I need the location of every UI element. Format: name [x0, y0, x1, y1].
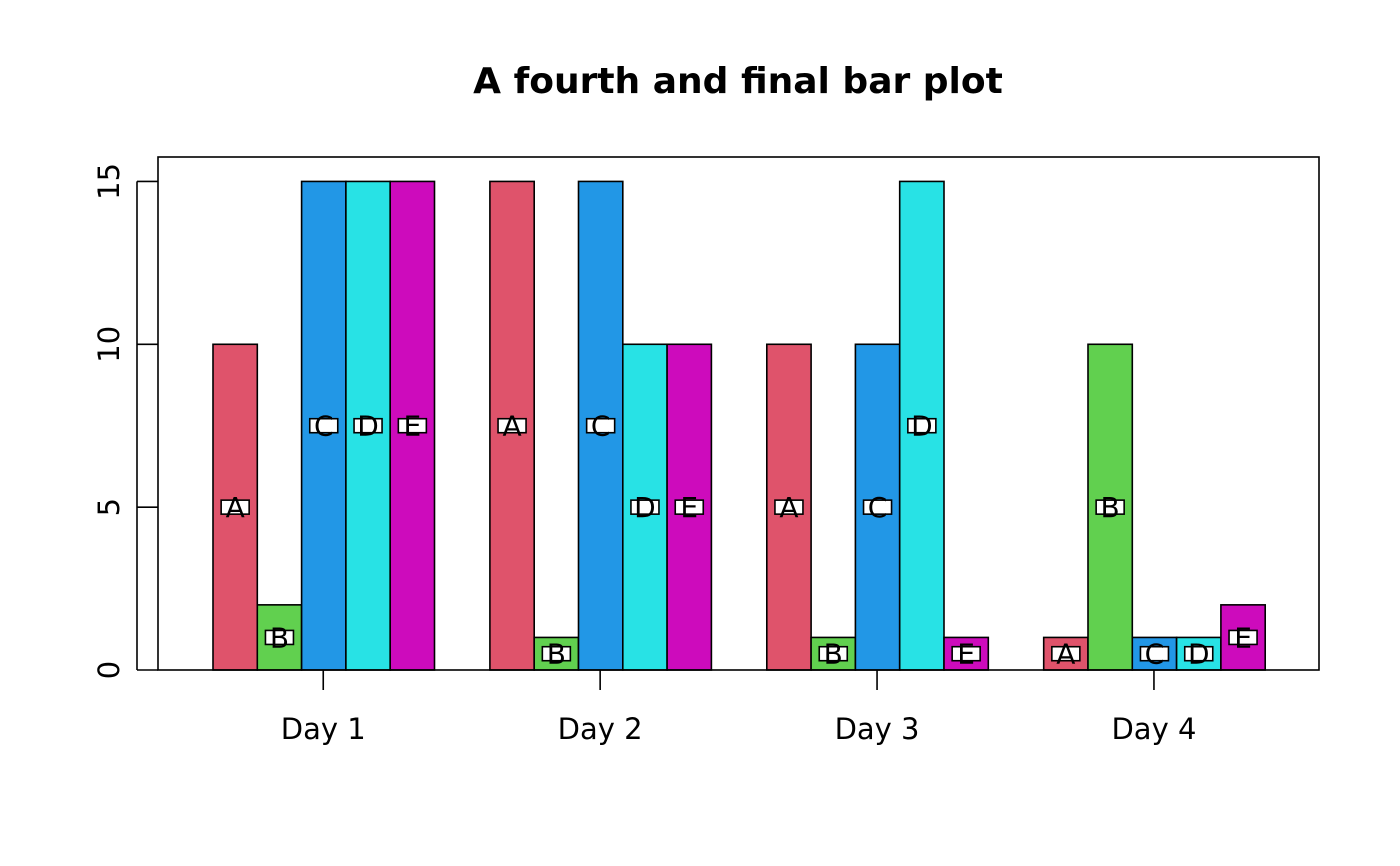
- bar-label-d-day-4: D: [1183, 638, 1214, 671]
- bar-label-a-day-2: A: [497, 410, 527, 443]
- svg-text:D: D: [634, 491, 656, 524]
- svg-text:B: B: [547, 638, 566, 671]
- plot-border: [157, 156, 1320, 671]
- y-tick-label-5: 5: [92, 498, 126, 516]
- bar-label-c-day-4: C: [1139, 638, 1170, 671]
- bar-label-b-day-4: B: [1095, 491, 1125, 524]
- y-tick-label-10: 10: [92, 326, 126, 363]
- svg-text:B: B: [270, 621, 289, 654]
- x-tick-label-day-2: Day 2: [558, 712, 643, 746]
- svg-text:E: E: [1234, 621, 1252, 654]
- bar-label-a-day-1: A: [220, 491, 250, 524]
- bar-label-a-day-3: A: [774, 491, 804, 524]
- x-tick-label-day-3: Day 3: [835, 712, 920, 746]
- bar-label-b-day-2: B: [541, 638, 572, 671]
- svg-text:B: B: [824, 638, 843, 671]
- bar-label-c-day-1: C: [308, 410, 339, 443]
- svg-text:D: D: [1188, 638, 1210, 671]
- svg-text:B: B: [1101, 491, 1120, 524]
- x-tick-label-day-1: Day 1: [281, 712, 366, 746]
- svg-text:A: A: [779, 491, 798, 524]
- svg-text:E: E: [403, 410, 421, 443]
- bar-label-b-day-1: B: [264, 621, 295, 654]
- svg-text:D: D: [357, 410, 379, 443]
- svg-text:D: D: [911, 410, 933, 443]
- bar-label-d-day-3: D: [907, 410, 937, 443]
- svg-text:C: C: [1145, 638, 1165, 671]
- svg-text:C: C: [591, 410, 611, 443]
- y-tick-label-0: 0: [92, 661, 126, 679]
- svg-text:E: E: [957, 638, 975, 671]
- chart-title: A fourth and final bar plot: [473, 61, 1003, 102]
- svg-text:C: C: [868, 491, 888, 524]
- svg-text:A: A: [1056, 638, 1075, 671]
- bar-label-c-day-2: C: [585, 410, 616, 443]
- bar-label-d-day-1: D: [353, 410, 383, 443]
- bar-label-e-day-2: E: [674, 491, 705, 524]
- svg-text:A: A: [226, 491, 245, 524]
- x-tick-label-day-4: Day 4: [1111, 712, 1196, 746]
- bar-label-e-day-4: E: [1228, 621, 1258, 654]
- bar-label-e-day-1: E: [397, 410, 428, 443]
- svg-text:E: E: [680, 491, 698, 524]
- y-tick-label-15: 15: [92, 163, 126, 200]
- bar-label-c-day-3: C: [862, 491, 893, 524]
- bar-label-e-day-3: E: [951, 638, 981, 671]
- svg-text:A: A: [502, 410, 521, 443]
- bar-label-a-day-4: A: [1051, 638, 1081, 671]
- svg-text:C: C: [314, 410, 334, 443]
- bar-label-d-day-2: D: [630, 491, 660, 524]
- bar-label-b-day-3: B: [818, 638, 849, 671]
